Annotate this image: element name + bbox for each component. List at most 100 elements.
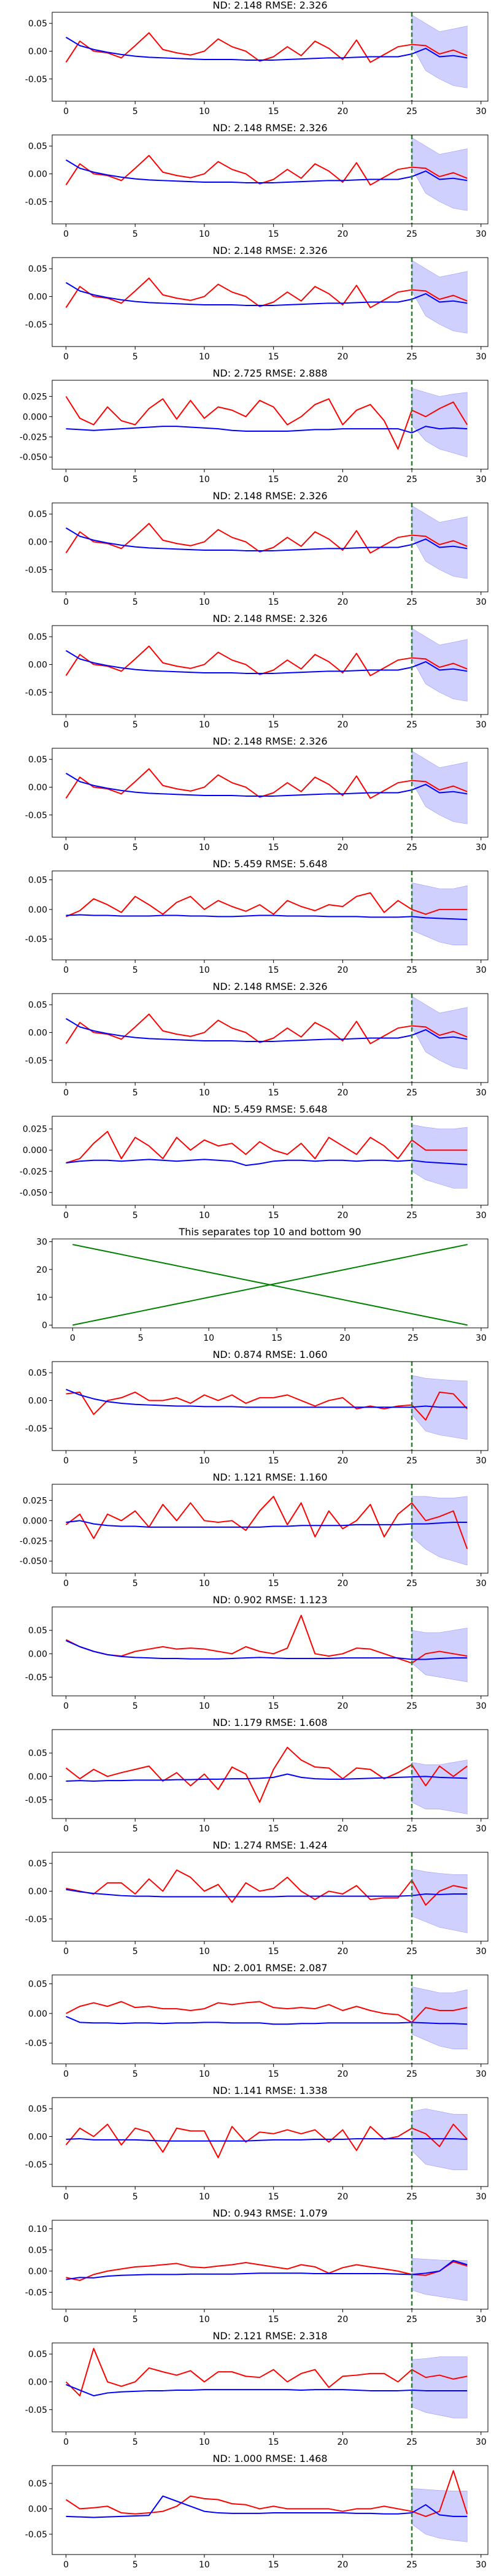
x-tick-label: 5	[133, 229, 138, 239]
y-tick-label: -0.05	[25, 688, 47, 698]
chart-panel-15: ND: 1.274 RMSE: 1.424 0 5 10 15 20 25 30 0.05 0.0…	[25, 1839, 489, 1957]
x-tick-label: 20	[337, 965, 348, 975]
plot-frame	[52, 380, 489, 470]
x-tick-label: 25	[408, 1333, 419, 1343]
x-tick-label: 10	[199, 229, 210, 239]
x-tick-label: 0	[63, 597, 69, 607]
x-tick-label: 15	[268, 229, 279, 239]
blue-series-line	[66, 426, 468, 434]
x-tick-label: 0	[63, 1456, 69, 1466]
plot-frame	[52, 12, 489, 102]
x-tick-label: 30	[476, 475, 487, 485]
chart-title: ND: 2.148 RMSE: 2.326	[212, 613, 327, 624]
y-tick-label: 0.00	[28, 169, 47, 179]
x-tick-label: 20	[339, 1333, 350, 1343]
blue-series-line	[66, 2015, 468, 2025]
red-series-line	[65, 768, 468, 799]
chart-panel-3: ND: 2.725 RMSE: 2.888 0 5 10 15 20 25 30 0.025 0.…	[20, 367, 489, 485]
y-tick-label: 0.00	[28, 1772, 47, 1782]
chart-panel-8: ND: 2.148 RMSE: 2.326 0 5 10 15 20 25 30 0.05 0.0…	[25, 981, 489, 1098]
chart-title: ND: 0.943 RMSE: 1.079	[212, 2207, 327, 2219]
x-tick-label: 0	[63, 475, 69, 485]
x-tick-label: 0	[63, 352, 69, 362]
chart-panel-12: ND: 1.121 RMSE: 1.160 0 5 10 15 20 25 30 0.025 0.…	[20, 1471, 489, 1589]
confidence-band	[411, 1760, 468, 1814]
x-tick-label: 20	[337, 1701, 348, 1711]
confidence-band	[411, 259, 468, 334]
x-tick-label: 25	[406, 1701, 417, 1711]
confidence-band	[411, 2258, 468, 2301]
y-tick-label: 0.00	[28, 660, 47, 670]
chart-panel-6: ND: 2.148 RMSE: 2.326 0 5 10 15 20 25 30 0.05 0.0…	[25, 735, 489, 853]
plot-frame	[52, 1606, 489, 1696]
x-tick-label: 25	[406, 1088, 417, 1098]
y-tick-label: -0.05	[25, 2160, 47, 2170]
x-tick-label: 25	[406, 229, 417, 239]
x-tick-label: 20	[337, 1824, 348, 1834]
chart-title: ND: 1.000 RMSE: 1.468	[212, 2453, 327, 2464]
y-tick-label: 0.000	[23, 1516, 47, 1526]
red-series-line	[65, 1013, 468, 1045]
x-tick-label: 20	[337, 2192, 348, 2202]
x-tick-label: 0	[63, 1579, 69, 1589]
chart-panel-19: ND: 2.121 RMSE: 2.318 0 5 10 15 20 25 30 0.05 0.0…	[25, 2330, 489, 2447]
y-tick-label: 0.05	[28, 2104, 47, 2114]
plot-frame	[52, 502, 489, 592]
y-tick-label: -0.050	[20, 453, 47, 462]
y-tick-label: -0.025	[20, 1167, 47, 1177]
y-tick-label: 20	[36, 1265, 47, 1275]
red-series-line	[65, 396, 468, 450]
blue-series-line	[66, 1640, 468, 1660]
x-tick-label: 15	[268, 1824, 279, 1834]
y-tick-label: 0.00	[28, 1028, 47, 1038]
y-tick-label: 0.05	[28, 1859, 47, 1869]
x-tick-label: 10	[199, 2315, 210, 2325]
x-tick-label: 20	[337, 352, 348, 362]
y-tick-label: -0.05	[25, 2405, 47, 2415]
x-tick-label: 20	[337, 2069, 348, 2079]
x-tick-label: 5	[138, 1333, 144, 1343]
y-tick-label: 0.05	[28, 876, 47, 886]
plot-frame	[52, 1484, 489, 1574]
x-tick-label: 20	[337, 2560, 348, 2570]
y-tick-label: 0.05	[28, 2350, 47, 2359]
y-tick-label: -0.05	[25, 1424, 47, 1434]
x-tick-label: 5	[133, 1456, 138, 1466]
confidence-band	[411, 388, 468, 458]
x-tick-label: 5	[133, 1211, 138, 1221]
plot-frame	[52, 2097, 489, 2187]
confidence-band	[411, 627, 468, 702]
y-tick-label: 0.000	[23, 412, 47, 422]
red-series-line	[66, 1391, 468, 1421]
x-tick-label: 30	[476, 2315, 487, 2325]
y-tick-label: 0.025	[23, 1125, 47, 1135]
blue-series-line	[66, 2384, 468, 2397]
y-tick-label: 0.025	[23, 1496, 47, 1506]
x-tick-label: 5	[133, 597, 138, 607]
chart-title: ND: 1.121 RMSE: 1.160	[212, 1471, 327, 1483]
x-tick-label: 0	[63, 1824, 69, 1834]
x-tick-label: 0	[63, 1211, 69, 1221]
x-tick-label: 10	[199, 1579, 210, 1589]
confidence-band	[411, 1986, 468, 2050]
x-tick-label: 0	[63, 1947, 69, 1957]
x-tick-label: 15	[268, 2069, 279, 2079]
x-tick-label: 10	[199, 2560, 210, 2570]
chart-title: ND: 2.148 RMSE: 2.326	[212, 490, 327, 502]
x-tick-label: 10	[199, 1701, 210, 1711]
plot-frame	[52, 2342, 489, 2432]
y-tick-label: 0.025	[23, 392, 47, 402]
x-tick-label: 20	[337, 1456, 348, 1466]
x-tick-label: 30	[476, 1088, 487, 1098]
x-tick-label: 25	[406, 843, 417, 853]
x-tick-label: 15	[268, 1456, 279, 1466]
red-series-line	[65, 523, 468, 554]
blue-series-line	[66, 36, 468, 61]
x-tick-label: 20	[337, 475, 348, 485]
x-tick-label: 20	[337, 720, 348, 730]
y-tick-label: 0.00	[28, 537, 47, 547]
y-tick-label: 0.00	[28, 292, 47, 302]
x-tick-label: 10	[199, 1088, 210, 1098]
chart-panel-20: ND: 1.000 RMSE: 1.468 0 5 10 15 20 25 30 0.05 0.0…	[25, 2453, 489, 2570]
x-tick-label: 0	[63, 2437, 69, 2447]
